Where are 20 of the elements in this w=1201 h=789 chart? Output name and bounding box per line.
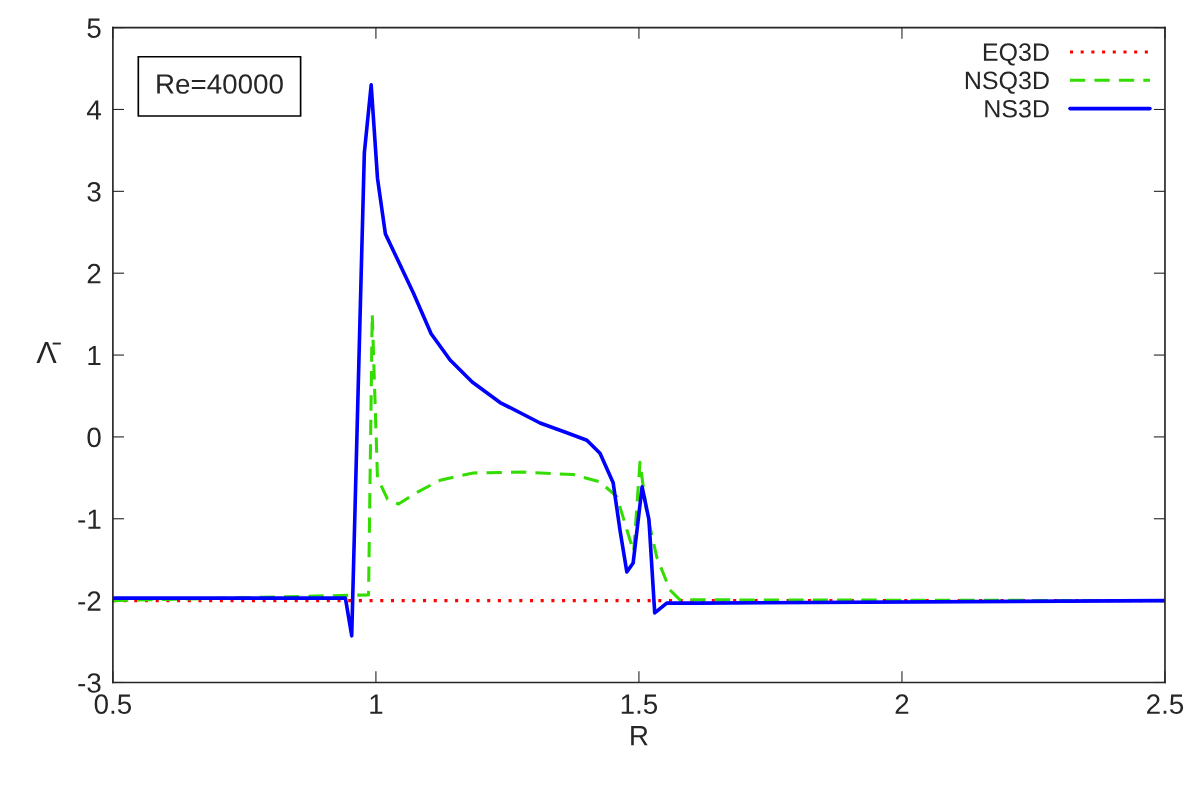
y-tick-label: 3 [87, 182, 101, 202]
y-tick-label: 5 [87, 18, 101, 38]
y-tick-label: -3 [78, 673, 101, 693]
x-tick-label: 1.5 [621, 694, 658, 714]
y-tick-label: 4 [86, 100, 101, 120]
legend-label: NS3D [985, 99, 1049, 118]
annotation: Re=40000 [157, 74, 283, 94]
x-axis-title: R [631, 726, 648, 746]
y-axis-title: Λ̄ [36, 341, 61, 363]
y-tick-label: 1 [88, 346, 101, 366]
x-tick-label: 0.5 [94, 694, 132, 714]
x-tick-label: 1 [370, 694, 383, 714]
y-tick-label: -1 [78, 509, 101, 529]
x-tick-label: 2 [895, 694, 909, 714]
legend-label: NSQ3D [965, 71, 1049, 94]
y-tick-label: -2 [78, 591, 101, 611]
y-tick-label: 2 [87, 263, 101, 284]
legend-label: EQ3D [983, 43, 1049, 66]
x-tick-label: 2.5 [1147, 694, 1184, 714]
y-tick-label: 0 [87, 427, 101, 448]
